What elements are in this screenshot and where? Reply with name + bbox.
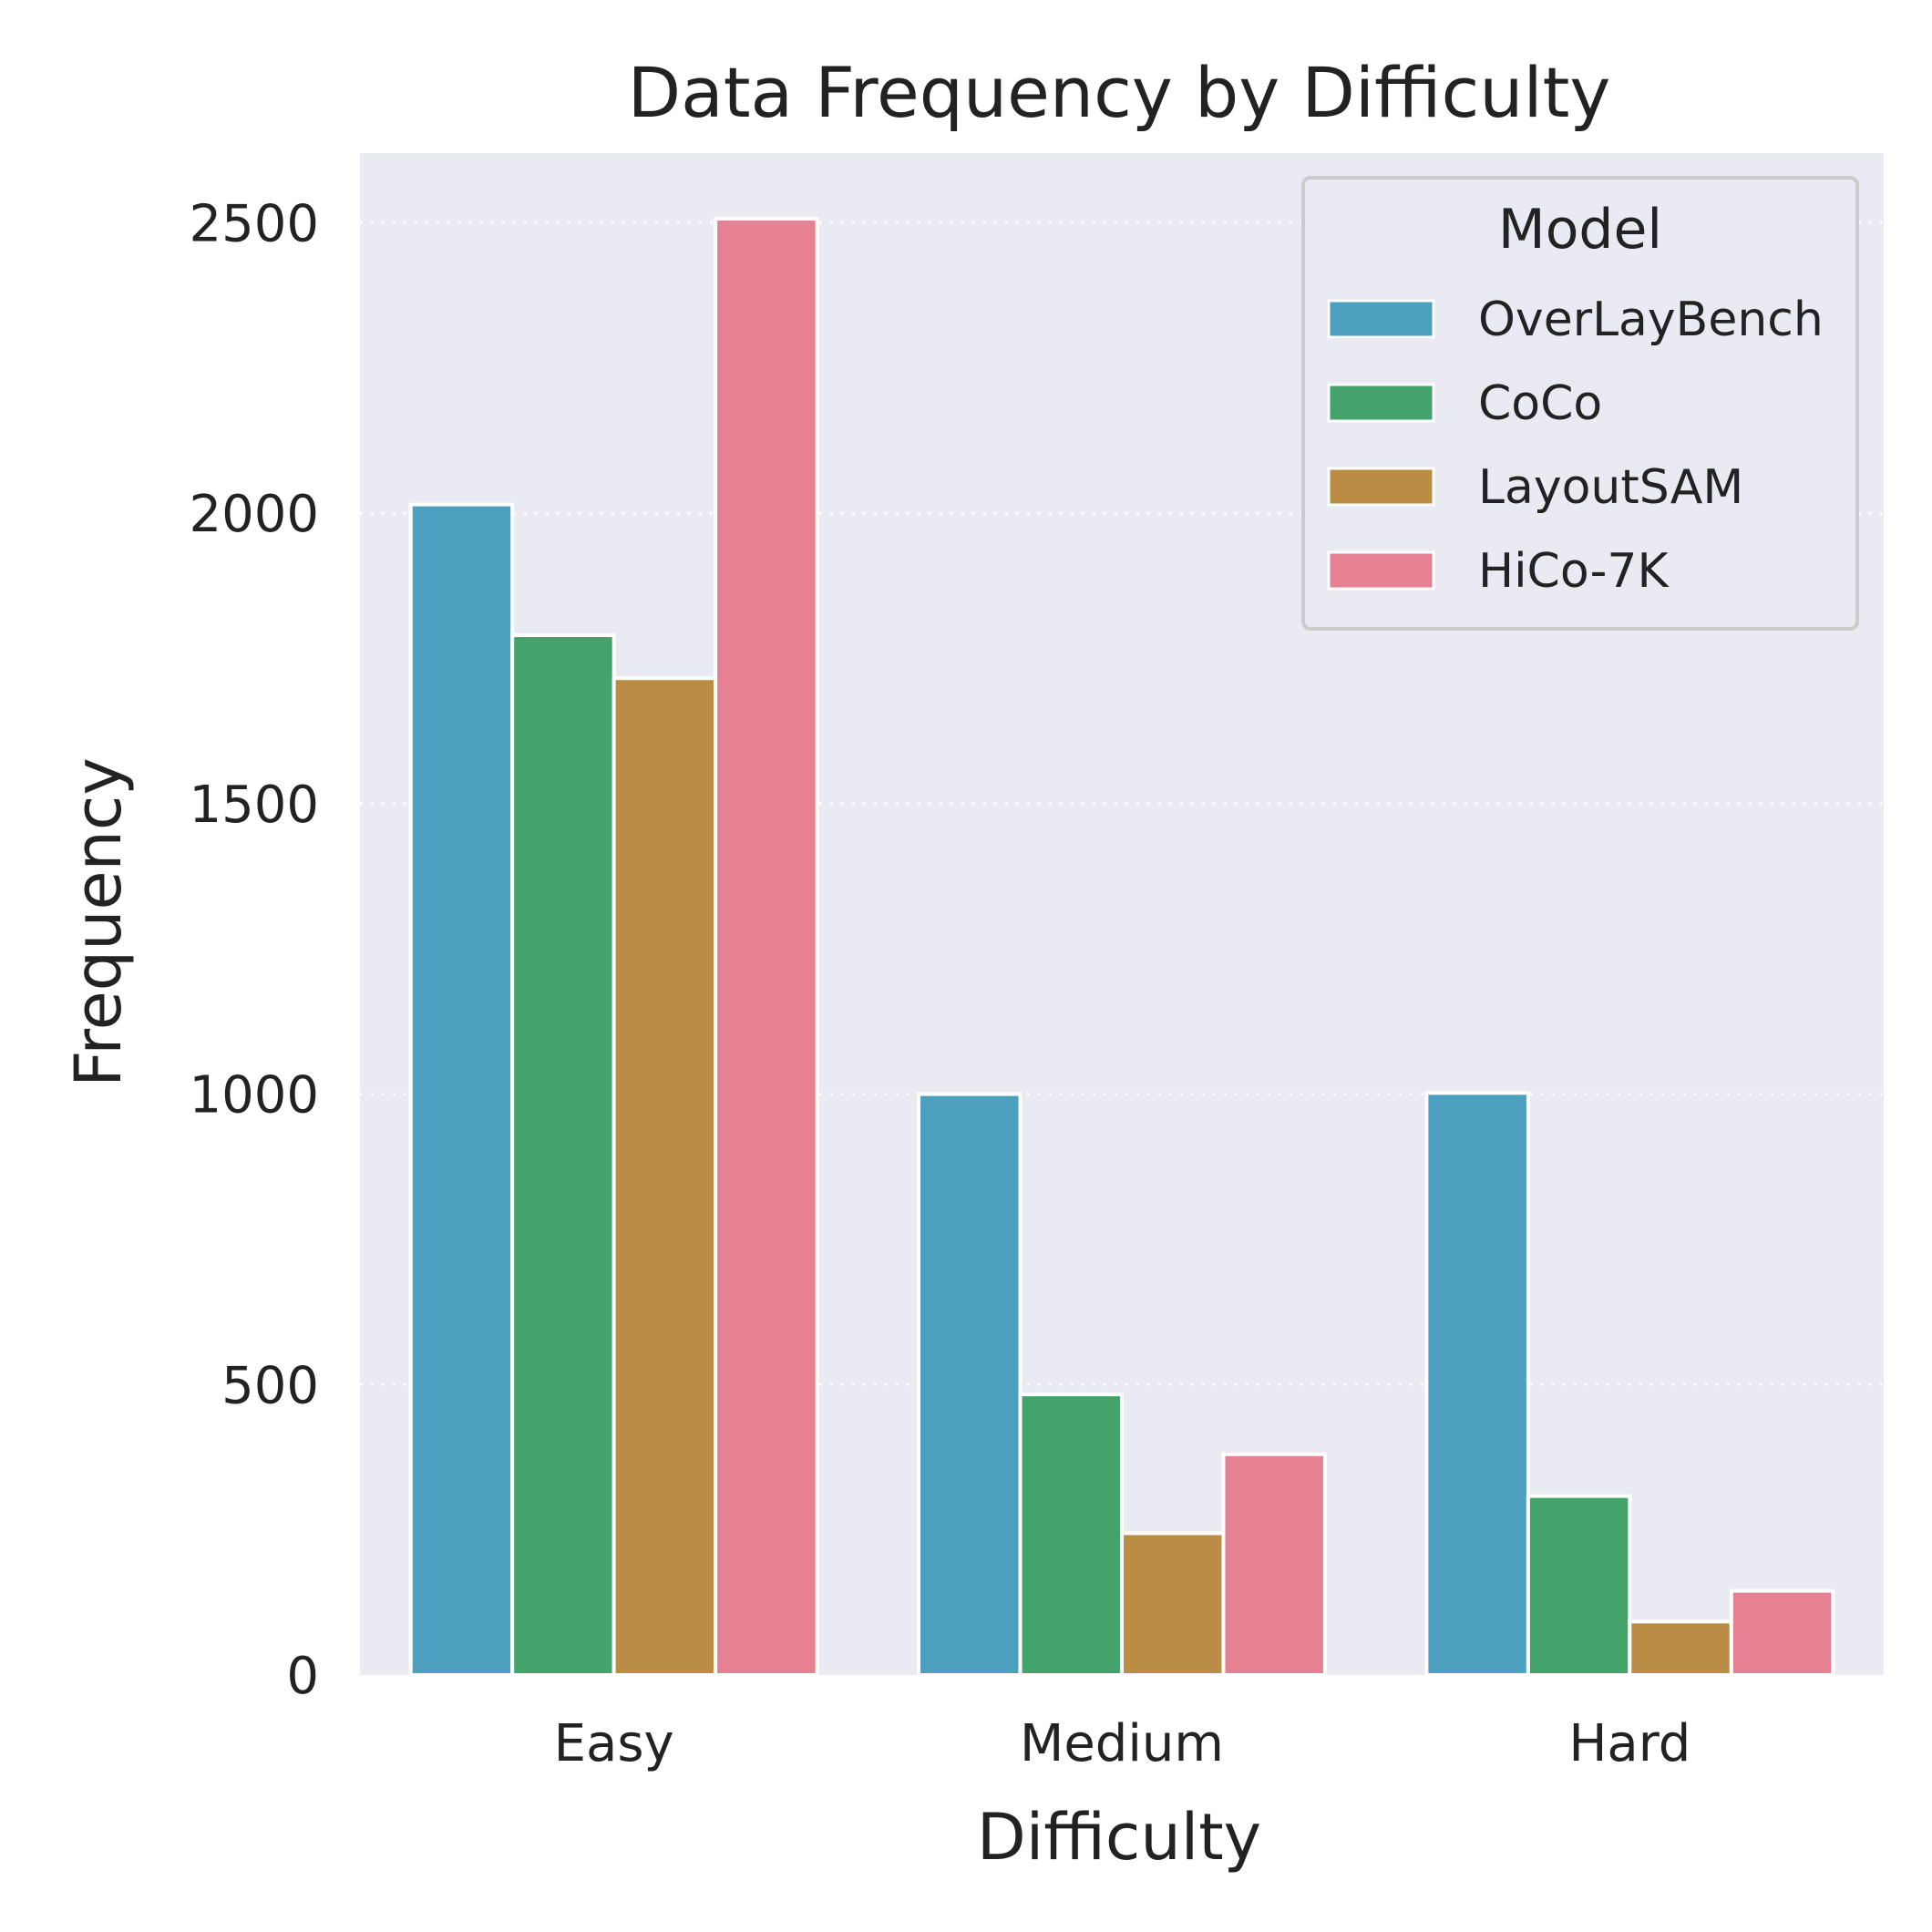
bar-overlaybench-hard [1424, 1091, 1530, 1677]
bar-coco-easy [510, 633, 616, 1677]
x-tick-label: Medium [1020, 1714, 1224, 1773]
bar-layoutsam-hard [1628, 1619, 1733, 1677]
bar-layoutsam-medium [1120, 1531, 1226, 1677]
x-tick-label: Easy [554, 1714, 674, 1773]
y-tick-label: 0 [286, 1647, 319, 1706]
x-tick-labels: Easy Medium Hard [554, 1714, 1691, 1773]
y-tick-labels: 0 500 1000 1500 2000 2500 [189, 194, 319, 1706]
legend-swatch [1327, 299, 1435, 339]
bar-overlaybench-medium [917, 1092, 1023, 1678]
legend-label: OverLayBench [1478, 293, 1824, 347]
y-tick-label: 1000 [189, 1066, 319, 1125]
x-axis-label: Difficulty [977, 1800, 1261, 1875]
legend-swatch [1327, 467, 1435, 507]
legend-items: OverLayBench CoCo LayoutSAM HiCo-7K [1327, 293, 1824, 599]
legend-label: LayoutSAM [1478, 460, 1743, 515]
bar-hico-7k-medium [1221, 1452, 1327, 1677]
y-tick-label: 1500 [189, 776, 319, 835]
legend-label: HiCo-7K [1478, 544, 1670, 599]
legend-title: Model [1498, 198, 1662, 262]
legend-swatch [1327, 383, 1435, 423]
y-axis-label: Frequency [61, 757, 136, 1087]
legend-swatch [1327, 550, 1435, 591]
bar-layoutsam-easy [611, 676, 718, 1677]
y-tick-label: 2500 [189, 194, 319, 253]
legend: Model OverLayBench CoCo LayoutSAM HiCo-7K [1301, 176, 1859, 631]
bar-hico-7k-hard [1729, 1588, 1835, 1677]
y-tick-label: 2000 [189, 485, 319, 544]
bar-overlaybench-easy [408, 502, 515, 1677]
legend-label: CoCo [1478, 376, 1602, 431]
legend-box [1301, 176, 1859, 631]
bar-hico-7k-easy [714, 217, 819, 1677]
bars [408, 217, 1835, 1678]
y-tick-label: 500 [221, 1356, 319, 1415]
x-tick-label: Hard [1568, 1714, 1690, 1773]
bar-coco-medium [1018, 1392, 1124, 1677]
chart-title: Data Frequency by Difficulty [628, 52, 1611, 133]
bar-coco-hard [1526, 1494, 1632, 1678]
